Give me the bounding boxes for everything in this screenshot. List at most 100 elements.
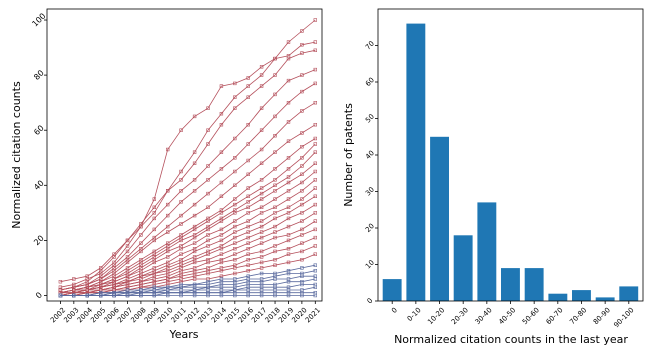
data-point	[259, 230, 264, 234]
data-point	[192, 241, 197, 245]
data-point	[273, 183, 277, 187]
data-point	[259, 271, 264, 276]
data-point	[313, 219, 317, 223]
data-point	[273, 56, 277, 61]
x-tick-label: 20-30	[450, 306, 470, 326]
data-point	[286, 279, 291, 284]
data-point	[233, 224, 237, 229]
data-point	[166, 249, 170, 254]
x-tick-label: 70-80	[568, 306, 588, 326]
data-point	[179, 252, 183, 256]
data-point	[192, 150, 197, 154]
data-point	[313, 142, 317, 146]
data-point	[166, 224, 170, 229]
data-point	[259, 211, 264, 215]
data-point	[259, 293, 264, 298]
data-point	[313, 235, 317, 240]
y-tick-label: 10	[364, 259, 376, 271]
series-line	[60, 220, 316, 296]
data-point	[313, 81, 317, 86]
data-point	[273, 230, 277, 234]
data-point	[246, 95, 250, 99]
data-point	[219, 219, 224, 223]
series-line	[60, 204, 316, 296]
data-point	[179, 189, 183, 193]
data-point	[192, 202, 197, 207]
data-point	[219, 260, 224, 265]
data-point	[192, 161, 197, 165]
data-point	[125, 293, 130, 298]
data-point	[300, 249, 304, 254]
data-point	[259, 219, 264, 223]
data-point	[273, 197, 277, 201]
data-point	[233, 156, 237, 160]
data-point	[206, 238, 210, 243]
data-point	[286, 101, 291, 105]
data-point	[313, 293, 317, 298]
data-point	[192, 277, 197, 281]
data-point	[313, 136, 317, 141]
data-point	[273, 178, 277, 182]
data-point	[259, 65, 264, 69]
bar-0	[382, 279, 402, 301]
data-point	[300, 189, 304, 193]
data-point	[206, 244, 210, 248]
data-point	[152, 205, 156, 209]
data-point	[273, 235, 277, 240]
data-point	[246, 257, 250, 262]
data-point	[300, 164, 304, 168]
data-point	[219, 112, 224, 116]
data-point	[192, 249, 197, 254]
data-point	[233, 235, 237, 240]
data-point	[233, 202, 237, 207]
x-tick-label: 0	[390, 306, 399, 315]
data-point	[152, 216, 156, 221]
data-point	[219, 84, 224, 88]
data-point	[300, 202, 304, 207]
data-point	[259, 241, 264, 245]
data-point	[273, 134, 277, 138]
data-point	[219, 247, 224, 251]
data-point	[313, 277, 317, 281]
data-point	[246, 172, 250, 176]
data-point	[246, 123, 250, 127]
data-point	[273, 224, 277, 229]
data-point	[139, 241, 143, 245]
data-point	[58, 293, 63, 298]
data-point	[300, 282, 304, 287]
data-point	[233, 106, 237, 110]
data-point	[313, 161, 317, 165]
data-point	[219, 238, 224, 243]
series-line	[60, 151, 316, 294]
data-point	[99, 293, 103, 298]
data-point	[233, 252, 237, 256]
data-point	[300, 227, 304, 232]
data-point	[259, 255, 264, 259]
data-point	[246, 84, 250, 88]
data-point	[166, 202, 170, 207]
data-point	[246, 211, 250, 215]
data-point	[112, 293, 116, 298]
data-point	[300, 51, 304, 55]
data-point	[219, 167, 224, 171]
data-point	[206, 227, 210, 232]
bar-chart-x-axis-label: Normalized citation counts in the last y…	[394, 333, 628, 346]
data-point	[179, 238, 183, 243]
data-point	[152, 227, 156, 232]
line-chart-y-axis-label: Normalized citation counts	[10, 81, 23, 229]
bar-50-60	[524, 268, 544, 301]
data-point	[233, 169, 237, 174]
data-point	[139, 293, 143, 298]
data-point	[206, 178, 210, 182]
y-tick-label: 40	[364, 149, 376, 161]
data-point	[246, 230, 250, 234]
data-point	[313, 67, 317, 72]
data-point	[300, 257, 304, 262]
y-tick-label: 0	[366, 297, 375, 306]
data-point	[233, 271, 237, 276]
y-tick-label: 20	[32, 234, 46, 248]
data-point	[179, 293, 183, 298]
data-point	[206, 260, 210, 265]
data-point	[300, 233, 304, 237]
x-tick-label: 0-10	[406, 306, 423, 323]
